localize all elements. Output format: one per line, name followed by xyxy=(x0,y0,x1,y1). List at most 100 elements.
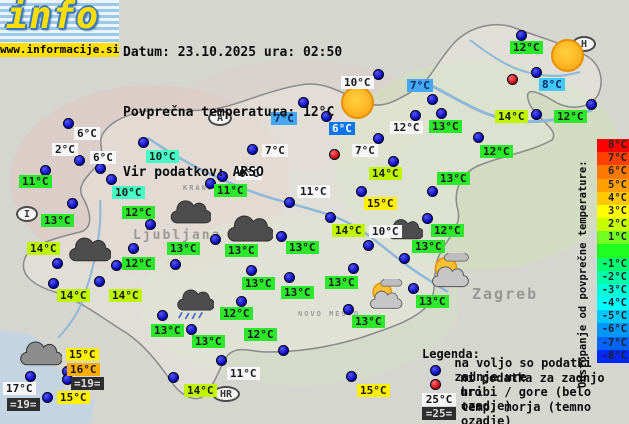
city-name-label: NOVO MESTO xyxy=(298,310,361,318)
colorbar-band xyxy=(597,244,629,258)
station-dot-blue xyxy=(128,243,139,254)
station-dot-blue xyxy=(373,133,384,144)
station-temp-label: 13°C xyxy=(416,295,449,308)
station-dot-blue xyxy=(531,67,542,78)
station-dot-blue xyxy=(410,110,421,121)
header-date: Datum: 23.10.2025 ura: 02:50 xyxy=(123,45,343,60)
station-dot-blue xyxy=(216,355,227,366)
station-dot-blue xyxy=(246,265,257,276)
station-temp-label: 7°C xyxy=(262,144,288,157)
legend-marker xyxy=(422,379,455,391)
colorbar-band: 1°C xyxy=(597,231,629,245)
station-dot-blue xyxy=(356,186,367,197)
station-dot-blue xyxy=(298,97,309,108)
city-name-label: Zagreb xyxy=(472,285,539,303)
station-temp-label: 13°C xyxy=(286,241,319,254)
station-temp-label: 13°C xyxy=(225,244,258,257)
station-dot-blue xyxy=(25,371,36,382)
station-temp-label: 7°C xyxy=(352,144,378,157)
station-temp-label: 13°C xyxy=(41,214,74,227)
country-sign-hr: HR xyxy=(212,386,240,402)
colorbar-band: -5°C xyxy=(597,310,629,324)
map-header: Datum: 23.10.2025 ura: 02:50 Povprečna t… xyxy=(123,3,342,223)
station-temp-label: 7°C xyxy=(407,79,433,92)
colorbar-band: 6°C xyxy=(597,165,629,179)
station-temp-label: 12°C xyxy=(390,121,423,134)
station-temp-label: 13°C xyxy=(151,324,184,337)
station-dot-blue xyxy=(205,178,216,189)
station-temp-label: 6°C xyxy=(329,122,355,135)
station-temp-label: 12°C xyxy=(510,41,543,54)
legend-marker: =25= xyxy=(422,407,456,421)
legend-row: na voljo so podatki zadnje ure xyxy=(422,356,629,384)
station-dot-blue xyxy=(217,171,228,182)
station-temp-label: 10°C xyxy=(341,76,374,89)
station-dot-blue xyxy=(247,144,258,155)
station-dot-red xyxy=(507,74,518,85)
legend-marker xyxy=(422,364,449,376)
colorbar-band: -4°C xyxy=(597,297,629,311)
legend-row: 25°C hribi / gore (belo ozadje) xyxy=(422,385,629,413)
legend-title: Legenda: xyxy=(422,347,480,361)
cloud-icon xyxy=(14,333,63,375)
station-temp-label: 13°C xyxy=(192,335,225,348)
legend-row: ni podatka za zadnjo uro xyxy=(422,371,629,399)
station-temp-label: 14°C xyxy=(332,224,365,237)
colorbar-band: 4°C xyxy=(597,191,629,205)
station-temp-label: 11°C xyxy=(297,185,330,198)
logo-wordmark: info xyxy=(6,0,100,37)
station-temp-label: 6°C xyxy=(236,167,262,180)
red-dot-icon xyxy=(430,379,441,391)
station-temp-label: 13°C xyxy=(429,120,462,133)
city-name-label: Ljubljana xyxy=(133,228,222,243)
station-dot-blue xyxy=(276,231,287,242)
colorbar-band: -7°C xyxy=(597,336,629,350)
station-temp-label: 10°C xyxy=(112,186,145,199)
station-temp-label: 13°C xyxy=(242,277,275,290)
station-temp-label: 13°C xyxy=(352,315,385,328)
colorbar-band: -3°C xyxy=(597,283,629,298)
station-temp-label: 16°C xyxy=(67,363,100,376)
city-name-label: KRANJ xyxy=(183,184,215,192)
colorbar-band: -1°C xyxy=(597,257,629,271)
station-dot-blue xyxy=(408,283,419,294)
station-temp-label: 11°C xyxy=(19,175,52,188)
station-dot-blue xyxy=(321,111,332,122)
station-dot-blue xyxy=(399,253,410,264)
deviation-colorbar: 8°C 7°C 6°C 5°C 4°C 3°C 2°C 1°C -1°C -2°C -3°C -4°C… xyxy=(597,139,629,363)
station-dot-blue xyxy=(168,372,179,383)
station-dot-blue xyxy=(473,132,484,143)
station-temp-label: 12°C xyxy=(122,257,155,270)
station-dot-blue xyxy=(145,219,156,230)
station-temp-label: 12°C xyxy=(480,145,513,158)
legend-item-text: hribi / gore (belo ozadje) xyxy=(461,385,592,414)
legend-item-text: na voljo so podatki zadnje ure xyxy=(454,356,592,385)
sun-behind-cloud-icon xyxy=(423,247,473,297)
site-logo[interactable]: info www.informacije.si xyxy=(0,0,119,57)
legend-sample-box: =25= xyxy=(422,407,456,421)
colorbar-band: 5°C xyxy=(597,178,629,192)
station-dot-blue xyxy=(170,259,181,270)
station-dot-blue xyxy=(516,30,527,41)
colorbar-band: -2°C xyxy=(597,270,629,284)
station-temp-label: 12°C xyxy=(122,206,155,219)
station-temp-label: 6°C xyxy=(90,151,116,164)
station-dot-blue xyxy=(436,108,447,119)
station-temp-label: 15°C xyxy=(357,384,390,397)
station-dot-red xyxy=(329,149,340,160)
legend-item-text: temp. morja (temno ozadje) xyxy=(461,399,592,424)
station-dot-blue xyxy=(48,278,59,289)
station-dot-blue xyxy=(531,109,542,120)
header-average-temp: Povprečna temperatura: 12°C xyxy=(123,105,335,120)
station-dot-blue xyxy=(422,213,433,224)
station-dot-blue xyxy=(63,118,74,129)
station-dot-blue xyxy=(586,99,597,110)
station-temp-label: 14°C xyxy=(369,167,402,180)
station-temp-label: 17°C xyxy=(3,382,36,395)
logo-url[interactable]: www.informacije.si xyxy=(0,43,120,57)
station-dot-blue xyxy=(325,212,336,223)
station-temp-label: 13°C xyxy=(412,240,445,253)
station-dot-blue xyxy=(236,296,247,307)
legend-marker: 25°C xyxy=(422,392,456,406)
